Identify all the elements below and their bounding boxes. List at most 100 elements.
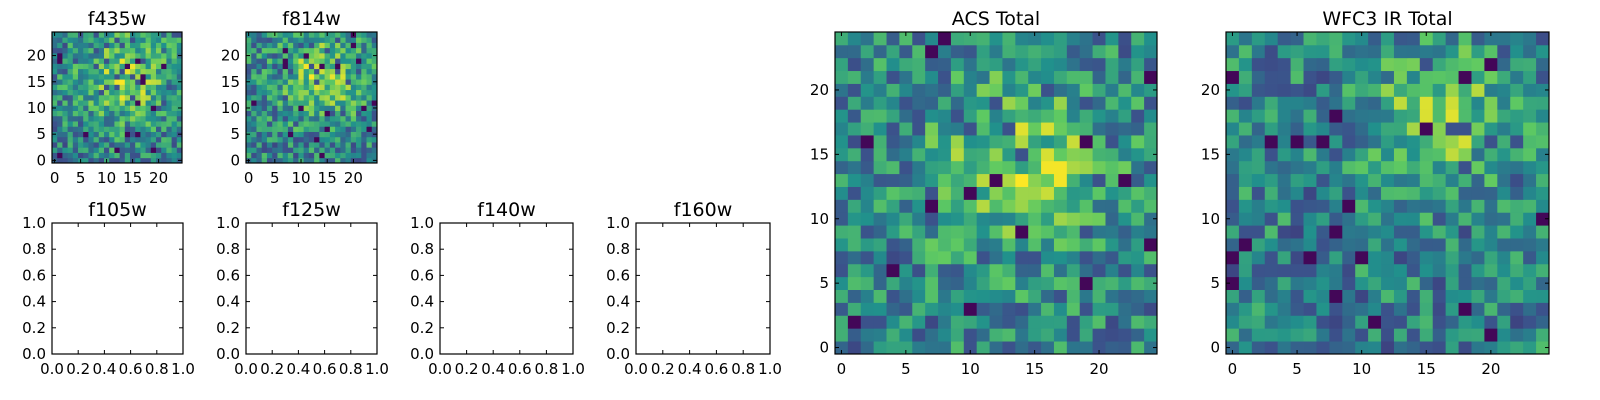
heatmap-cell: [324, 136, 331, 143]
heatmap-cell: [308, 157, 315, 164]
heatmap-cell: [140, 157, 146, 164]
heatmap-cell: [350, 131, 357, 138]
heatmap-cell: [950, 315, 965, 329]
heatmap-cell: [1277, 96, 1291, 110]
heatmap-cell: [124, 68, 131, 75]
heatmap-cell: [72, 142, 79, 148]
heatmap-cell: [1290, 70, 1304, 84]
heatmap-cell: [329, 131, 336, 138]
heatmap-cell: [963, 276, 978, 290]
heatmap-cell: [835, 96, 849, 110]
x-tick-label: 5: [1292, 360, 1302, 378]
heatmap-cell: [963, 328, 978, 342]
heatmap-cell: [989, 250, 1003, 265]
heatmap-cell: [52, 84, 58, 91]
heatmap-cell: [1277, 32, 1291, 46]
heatmap-cell: [98, 152, 105, 159]
heatmap-cell: [1002, 276, 1016, 290]
heatmap-cell: [1497, 238, 1511, 252]
heatmap-cell: [912, 83, 926, 97]
heatmap-cell: [950, 70, 965, 84]
y-tick-label: 1.0: [606, 214, 630, 232]
heatmap-cell: [1105, 70, 1119, 84]
heatmap-cell: [124, 100, 131, 106]
heatmap-cell: [1393, 109, 1408, 123]
heatmap-cell: [847, 302, 862, 316]
heatmap-cell: [1264, 238, 1279, 252]
heatmap-cell: [1028, 135, 1042, 149]
heatmap-cell: [899, 212, 913, 226]
heatmap-cell: [156, 142, 162, 148]
heatmap-cell: [950, 173, 965, 187]
heatmap-cell: [1406, 341, 1421, 355]
heatmap-cell: [1002, 225, 1016, 239]
heatmap-cell: [1053, 44, 1068, 59]
heatmap-cell: [938, 147, 952, 162]
heatmap-cell: [161, 37, 167, 43]
heatmap-cell: [156, 100, 162, 106]
heatmap-cell: [1497, 122, 1511, 136]
heatmap-cell: [356, 110, 362, 117]
heatmap-cell: [1368, 186, 1382, 200]
heatmap-cell: [308, 84, 315, 91]
heatmap-cell: [1381, 302, 1395, 316]
heatmap-cell: [989, 96, 1003, 110]
heatmap-cell: [1432, 109, 1447, 123]
heatmap-cell: [156, 73, 162, 80]
heatmap-cell: [345, 105, 352, 111]
heatmap-cell: [1523, 263, 1537, 278]
heatmap-cell: [1053, 225, 1068, 239]
heatmap-cell: [1471, 225, 1485, 239]
heatmap-cell: [1015, 186, 1029, 200]
heatmap-cell: [886, 225, 900, 239]
heatmap-cell: [277, 89, 284, 96]
heatmap-cell: [1002, 289, 1016, 303]
heatmap-cell: [873, 328, 887, 342]
heatmap-cell: [114, 73, 120, 80]
y-tick-label: 0.0: [606, 345, 630, 363]
heatmap-cell: [1510, 186, 1524, 200]
heatmap-cell: [1316, 109, 1330, 123]
heatmap-cell: [293, 79, 299, 85]
heatmap-cell: [335, 105, 341, 111]
heatmap-cell: [356, 84, 362, 91]
heatmap-cell: [873, 122, 887, 136]
heatmap-cell: [298, 84, 305, 91]
heatmap-cell: [314, 100, 320, 106]
heatmap-cell: [1419, 328, 1434, 342]
heatmap-cell: [989, 289, 1003, 303]
heatmap-cell: [324, 115, 331, 122]
heatmap-cell: [340, 47, 346, 54]
heatmap-cell: [1393, 315, 1408, 329]
heatmap-cell: [57, 110, 63, 117]
heatmap-cell: [145, 94, 152, 101]
heatmap-cell: [1458, 96, 1472, 110]
heatmap-cell: [1028, 186, 1042, 200]
heatmap-cell: [67, 100, 74, 106]
heatmap-cell: [124, 89, 131, 96]
heatmap-cell: [124, 79, 131, 85]
heatmap-cell: [1393, 57, 1408, 72]
heatmap-cell: [52, 142, 58, 148]
heatmap-cell: [1497, 341, 1511, 355]
heatmap-cell: [1277, 109, 1291, 123]
heatmap-cell: [303, 136, 310, 143]
heatmap-cell: [1458, 315, 1472, 329]
heatmap-cell: [1471, 199, 1485, 213]
heatmap-cell: [950, 250, 965, 265]
heatmap-cell: [114, 147, 120, 153]
heatmap-cell: [350, 105, 357, 111]
heatmap-cell: [1445, 147, 1459, 162]
heatmap-cell: [1497, 44, 1511, 59]
heatmap-cell: [171, 126, 178, 132]
heatmap-cell: [135, 63, 141, 70]
heatmap-cell: [1118, 199, 1132, 213]
heatmap-cell: [976, 122, 990, 136]
heatmap-cell: [1238, 83, 1253, 97]
heatmap-cell: [1432, 302, 1447, 316]
heatmap-cell: [156, 152, 162, 159]
heatmap-cell: [1015, 238, 1029, 252]
heatmap-cell: [976, 83, 990, 97]
heatmap-cell: [256, 126, 263, 132]
heatmap-cell: [52, 42, 58, 49]
